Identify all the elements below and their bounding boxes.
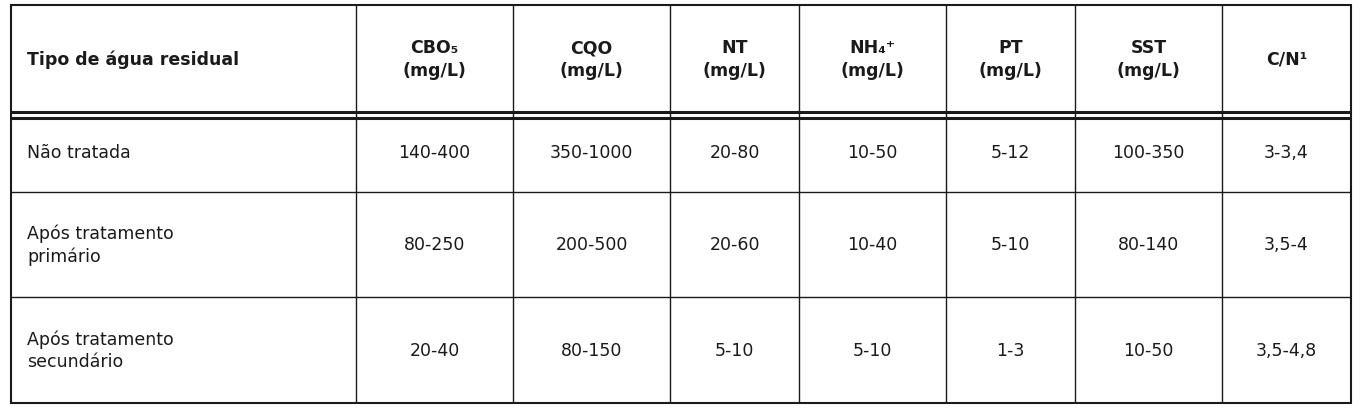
- Text: Tipo de água residual: Tipo de água residual: [27, 50, 240, 69]
- Text: CQO
(mg/L): CQO (mg/L): [560, 39, 624, 79]
- Text: SST
(mg/L): SST (mg/L): [1117, 39, 1181, 79]
- Text: NT
(mg/L): NT (mg/L): [703, 39, 767, 79]
- Text: 20-80: 20-80: [710, 144, 760, 162]
- Text: 20-60: 20-60: [710, 236, 760, 254]
- Text: C/N¹: C/N¹: [1265, 50, 1308, 68]
- Text: 100-350: 100-350: [1113, 144, 1185, 162]
- Text: 200-500: 200-500: [556, 236, 628, 254]
- Text: 10-40: 10-40: [847, 236, 898, 254]
- Text: 20-40: 20-40: [409, 341, 459, 359]
- Text: PT
(mg/L): PT (mg/L): [979, 39, 1042, 79]
- Text: Após tratamento
primário: Após tratamento primário: [27, 224, 174, 265]
- Text: 80-250: 80-250: [403, 236, 464, 254]
- Text: 10-50: 10-50: [1124, 341, 1174, 359]
- Text: 5-10: 5-10: [992, 236, 1030, 254]
- Text: 3,5-4,8: 3,5-4,8: [1256, 341, 1317, 359]
- Text: CBO₅
(mg/L): CBO₅ (mg/L): [402, 39, 466, 79]
- Text: 80-140: 80-140: [1118, 236, 1179, 254]
- Text: 1-3: 1-3: [997, 341, 1024, 359]
- Text: 10-50: 10-50: [847, 144, 898, 162]
- Text: Após tratamento
secundário: Após tratamento secundário: [27, 330, 174, 371]
- Text: Não tratada: Não tratada: [27, 144, 131, 162]
- Text: 80-150: 80-150: [561, 341, 622, 359]
- Text: 3,5-4: 3,5-4: [1264, 236, 1309, 254]
- Text: 5-12: 5-12: [992, 144, 1030, 162]
- Text: 3-3,4: 3-3,4: [1264, 144, 1309, 162]
- Text: 140-400: 140-400: [398, 144, 470, 162]
- Text: 5-10: 5-10: [715, 341, 755, 359]
- Text: NH₄⁺
(mg/L): NH₄⁺ (mg/L): [840, 39, 904, 79]
- Text: 350-1000: 350-1000: [550, 144, 633, 162]
- Text: 5-10: 5-10: [853, 341, 892, 359]
